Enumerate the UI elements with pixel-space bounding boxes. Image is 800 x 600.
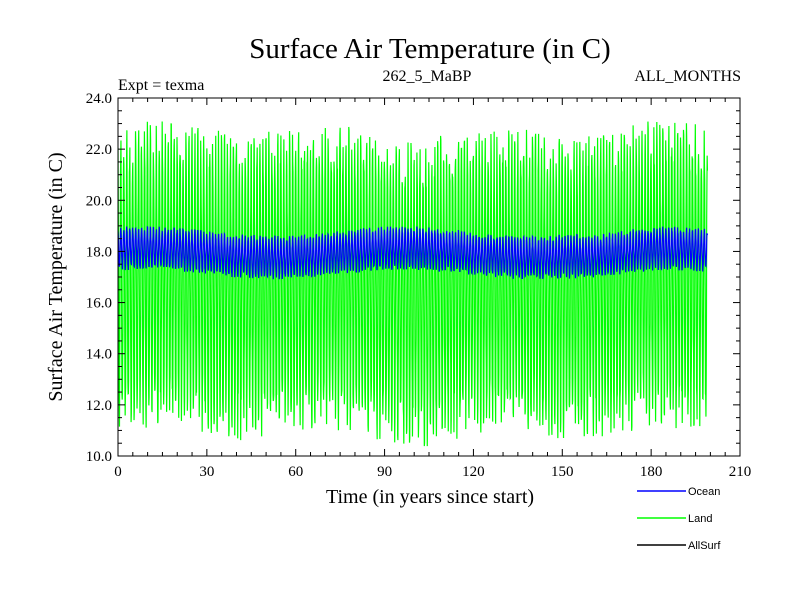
y-tick-label: 16.0 [86, 296, 112, 312]
x-axis-label: Time (in years since start) [326, 486, 534, 508]
legend-label-land: Land [688, 513, 712, 525]
series-ocean-line [118, 225, 709, 280]
x-tick-label: 180 [640, 464, 663, 480]
y-tick-label: 10.0 [86, 449, 112, 465]
x-tick-label: 90 [377, 464, 392, 480]
subtitle-center: 262_5_MaBP [383, 68, 472, 85]
chart-title: Surface Air Temperature (in C) [249, 33, 610, 65]
x-tick-label: 30 [199, 464, 214, 480]
y-tick-label: 14.0 [86, 347, 112, 363]
subtitle-left: Expt = texma [118, 77, 204, 94]
y-tick-label: 18.0 [86, 244, 112, 260]
legend: Ocean Land AllSurf [637, 486, 721, 552]
y-tick-label: 20.0 [86, 193, 112, 209]
series-land-line [118, 121, 709, 447]
subtitle-right: ALL_MONTHS [634, 68, 741, 85]
x-tick-label: 0 [114, 464, 122, 480]
y-axis-label: Surface Air Temperature (in C) [45, 152, 67, 401]
legend-label-ocean: Ocean [688, 486, 720, 498]
x-tick-label: 120 [462, 464, 485, 480]
x-tick-label: 210 [729, 464, 752, 480]
legend-label-allsurf: AllSurf [688, 540, 721, 552]
y-tick-label: 24.0 [86, 91, 112, 107]
y-tick-label: 22.0 [86, 142, 112, 158]
y-tick-label: 12.0 [86, 398, 112, 414]
x-tick-label: 60 [288, 464, 303, 480]
x-tick-label: 150 [551, 464, 574, 480]
